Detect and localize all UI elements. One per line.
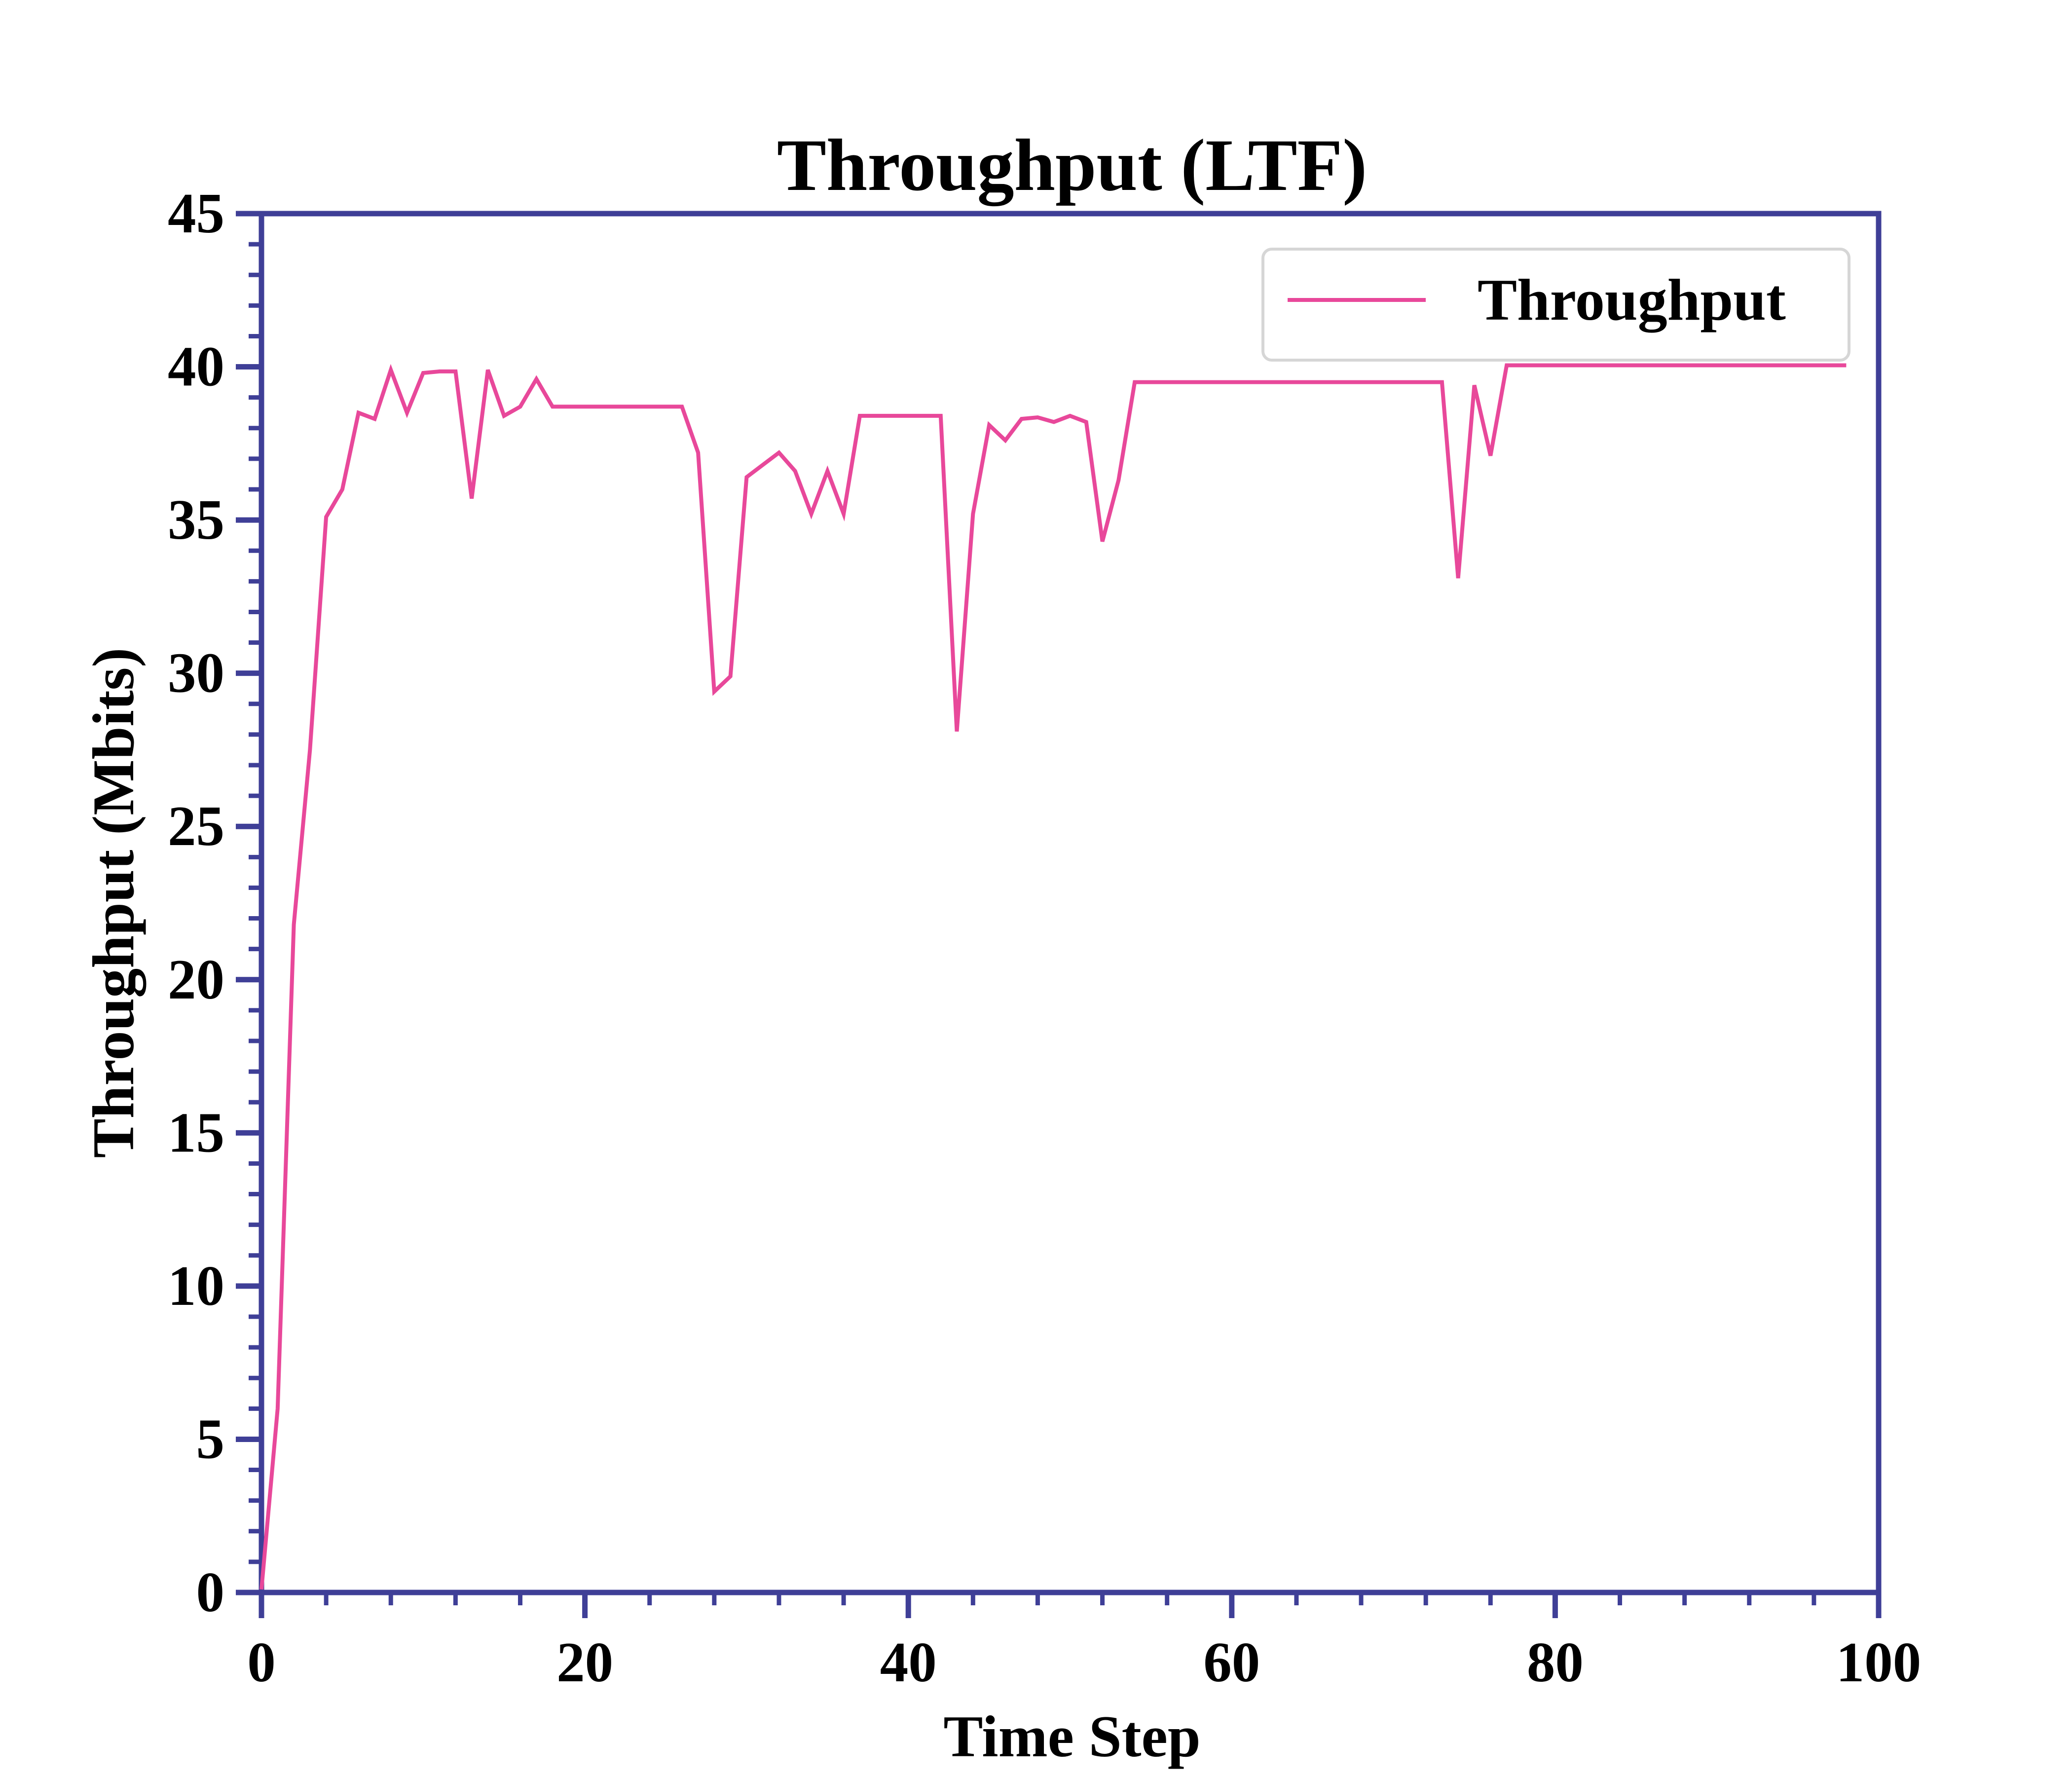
- y-tick-label: 45: [168, 182, 224, 245]
- legend-label-throughput: Throughput: [1478, 267, 1786, 333]
- x-tick-label: 20: [556, 1631, 613, 1694]
- plot-frame: [259, 211, 1882, 1595]
- x-tick-label: 0: [247, 1631, 276, 1694]
- y-axis: 0 5 10 15 20 25 30 35 40 45: [168, 182, 261, 1624]
- chart-title: Throughput (LTF): [777, 124, 1367, 206]
- y-tick-label: 40: [168, 335, 224, 398]
- series-line-throughput: [259, 363, 1847, 1590]
- y-tick-label: 10: [168, 1255, 224, 1317]
- y-tick-label: 0: [196, 1561, 225, 1624]
- x-tick-label: 80: [1527, 1631, 1584, 1694]
- x-axis: 0 20 40 60 80 100: [247, 1592, 1921, 1694]
- y-tick-label: 20: [168, 948, 224, 1011]
- y-tick-label: 5: [196, 1407, 225, 1470]
- y-tick-label: 35: [168, 488, 224, 551]
- legend-box: [1261, 248, 1850, 362]
- y-tick-label: 25: [168, 795, 224, 857]
- y-axis-label: Throughput (Mbits): [80, 648, 147, 1158]
- x-axis-label: Time Step: [943, 1703, 1200, 1769]
- x-tick-label: 40: [880, 1631, 937, 1694]
- y-tick-label: 15: [168, 1101, 224, 1164]
- legend: Throughput: [1261, 248, 1850, 362]
- plot-area: 0 5 10 15 20 25 30 35 40 45 0 20 40 60 80 100: [168, 182, 1921, 1694]
- x-tick-label: 60: [1203, 1631, 1260, 1694]
- x-tick-label: 100: [1836, 1631, 1922, 1694]
- series-layer: [259, 363, 1847, 1590]
- y-tick-label: 30: [168, 642, 224, 704]
